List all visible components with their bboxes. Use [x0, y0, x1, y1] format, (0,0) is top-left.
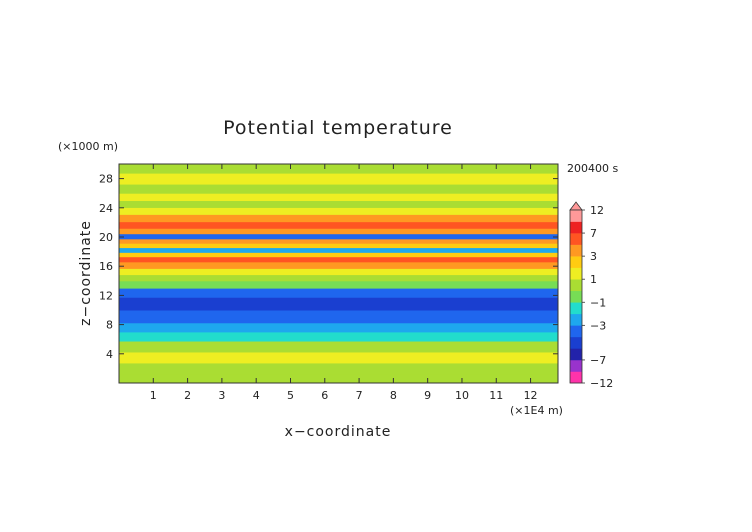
chart-title: Potential temperature: [223, 117, 453, 139]
plot-frame: [118, 163, 559, 384]
field-band: [119, 362, 558, 375]
potential-temperature-field: [119, 164, 558, 383]
field-band: [119, 280, 558, 289]
x-tick-label: 2: [184, 389, 191, 402]
x-tick-label: 4: [253, 389, 260, 402]
colorbar-tick-label: −1: [590, 296, 606, 309]
y-tick-label: 16: [99, 260, 113, 273]
colorbar-tick-label: 7: [590, 227, 597, 240]
field-band: [119, 288, 558, 298]
field-band: [119, 331, 558, 342]
colorbar-segment: [570, 302, 582, 315]
colorbar-segment: [570, 290, 582, 303]
colorbar-segment: [570, 348, 582, 361]
field-band: [119, 200, 558, 208]
y-axis: 4 8 12 16 20 24 28: [99, 173, 558, 361]
y-tick-label: 8: [106, 319, 113, 332]
field-band: [119, 228, 558, 235]
y-tick-label: 24: [99, 202, 113, 215]
field-band: [119, 297, 558, 311]
field-band: [119, 184, 558, 194]
field-band: [119, 233, 558, 240]
field-band: [119, 261, 558, 269]
colorbar-segment: [570, 313, 582, 326]
field-band: [119, 221, 558, 229]
colorbar-segment: [570, 325, 582, 338]
field-band: [119, 164, 558, 174]
y-tick-label: 12: [99, 289, 113, 302]
field-band: [119, 351, 558, 364]
colorbar-overflow-arrow: [569, 201, 583, 211]
field-band: [119, 256, 558, 263]
x-tick-label: 6: [321, 389, 328, 402]
colorbar: 12 7 3 1 −1 −3 −7 −12: [569, 201, 613, 390]
colorbar-segment: [570, 233, 582, 245]
x-tick-label: 10: [455, 389, 469, 402]
field-band: [119, 274, 558, 282]
field-band: [119, 373, 558, 383]
colorbar-tick-label: −12: [590, 377, 613, 390]
colorbar-tick-label: 12: [590, 204, 604, 217]
field-band: [119, 252, 558, 258]
x-tick-label: 3: [218, 389, 225, 402]
colorbar-segment: [570, 371, 582, 384]
field-band: [119, 238, 558, 244]
colorbar-tick-label: −3: [590, 319, 606, 332]
x-tick-label: 7: [356, 389, 363, 402]
x-tick-label: 11: [489, 389, 503, 402]
x-tick-label: 12: [524, 389, 538, 402]
field-band: [119, 268, 558, 276]
time-label: 200400 s: [567, 162, 618, 175]
colorbar-segment: [570, 336, 582, 349]
y-axis-label: z−coordinate: [78, 220, 94, 326]
x-axis: 1 2 3 4 5 6 7 8 9 10 11 12: [150, 164, 538, 402]
field-band: [119, 193, 558, 201]
x-tick-label: 1: [150, 389, 157, 402]
field-band: [119, 207, 558, 215]
x-tick-label: 9: [424, 389, 431, 402]
colorbar-segment: [570, 244, 582, 257]
x-tick-label: 5: [287, 389, 294, 402]
field-band: [119, 173, 558, 185]
x-tick-label: 8: [390, 389, 397, 402]
x-axis-label: x−coordinate: [285, 424, 392, 440]
y-tick-label: 4: [106, 348, 113, 361]
colorbar-tick-label: 1: [590, 273, 597, 286]
colorbar-segment: [570, 256, 582, 268]
field-band: [119, 214, 558, 223]
field-band: [119, 310, 558, 324]
field-band: [119, 322, 558, 333]
colorbar-segment: [570, 359, 582, 372]
y-tick-label: 28: [99, 173, 113, 186]
field-band: [119, 341, 558, 353]
colorbar-tick-label: 3: [590, 250, 597, 263]
colorbar-segment: [570, 221, 582, 234]
field-band: [119, 247, 558, 253]
y-tick-label: 20: [99, 231, 113, 244]
colorbar-segment: [570, 279, 582, 292]
field-band: [119, 243, 558, 249]
colorbar-segment: [570, 210, 582, 222]
y-axis-unit: (×1000 m): [58, 140, 118, 153]
colorbar-frame: [569, 209, 583, 384]
x-axis-unit: (×1E4 m): [510, 404, 563, 417]
colorbar-segment: [570, 267, 582, 280]
colorbar-tick-label: −7: [590, 354, 606, 367]
